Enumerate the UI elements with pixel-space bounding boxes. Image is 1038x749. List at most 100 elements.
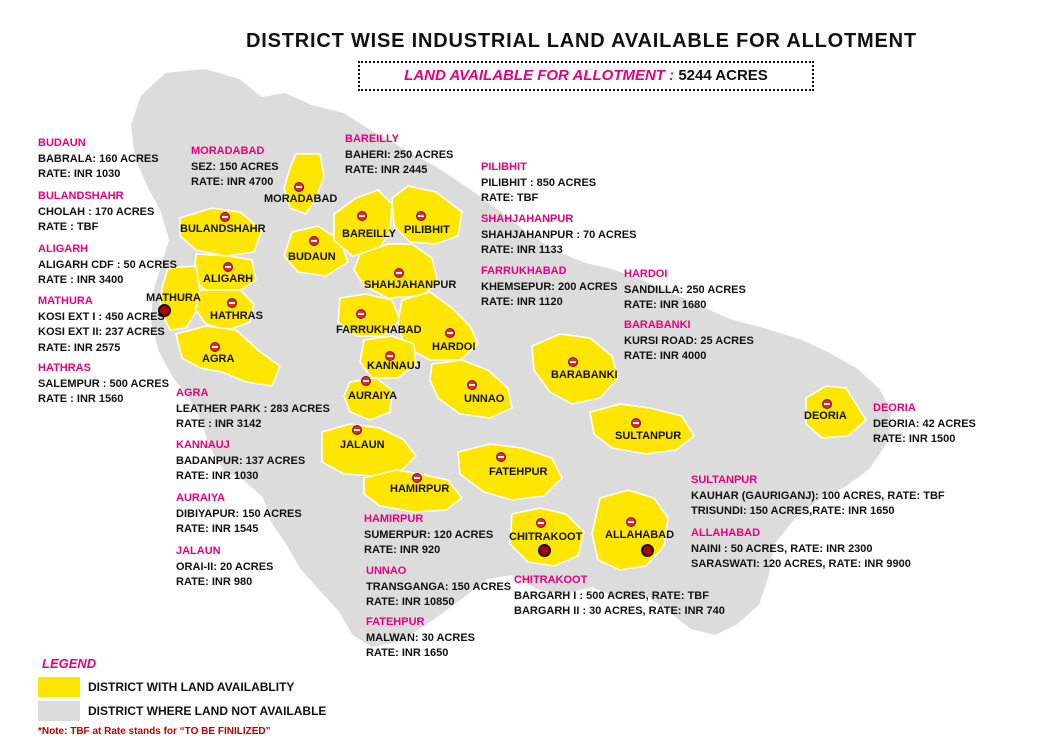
info-district-name: MATHURA	[38, 295, 93, 307]
info-line: DEORIA: 42 ACRES	[873, 417, 976, 430]
map-pin-hathras	[227, 298, 237, 308]
info-district-name: HATHRAS	[38, 362, 91, 374]
info-line: NAINI : 50 ACRES, RATE: INR 2300	[691, 542, 873, 555]
district-pilibhit	[391, 185, 463, 245]
info-line: KHEMSEPUR: 200 ACRES	[481, 280, 618, 293]
map-label-deoria: DEORIA	[804, 410, 847, 422]
info-barabanki: BARABANKI KURSI ROAD: 25 ACRES RATE: INR…	[624, 318, 754, 365]
info-allahabad: ALLAHABAD NAINI : 50 ACRES, RATE: INR 23…	[691, 526, 911, 573]
legend-swatch-yellow	[38, 677, 80, 697]
legend-title: LEGEND	[42, 656, 97, 671]
map-pin-shahjahanpur	[394, 268, 404, 278]
info-line: KOSI EXT I : 450 ACRES	[38, 310, 165, 323]
total-land-box: LAND AVAILABLE FOR ALLOTMENT : 5244 ACRE…	[358, 61, 814, 91]
info-line: BAHERI: 250 ACRES	[345, 148, 454, 161]
map-pin-chitrakoot	[536, 518, 546, 528]
map-label-unnao: UNNAO	[464, 393, 505, 405]
info-sultanpur: SULTANPUR KAUHAR (GAURIGANJ): 100 ACRES,…	[691, 473, 945, 520]
map-pin-deoria	[822, 399, 832, 409]
info-budaun: BUDAUN BABRALA: 160 ACRES RATE: INR 1030	[38, 136, 159, 183]
map-label-hamirpur: HAMIRPUR	[390, 483, 450, 495]
map-pin-moradabad	[294, 182, 304, 192]
info-hardoi: HARDOI SANDILLA: 250 ACRES RATE: INR 168…	[624, 267, 746, 314]
district-fatehpur	[457, 443, 563, 501]
info-district-name: BUDAUN	[38, 137, 86, 149]
info-bulandshahr: BULANDSHAHR CHOLAH : 170 ACRES RATE : TB…	[38, 189, 154, 236]
district-hamirpur	[363, 469, 464, 513]
info-district-name: BARABANKI	[624, 319, 691, 331]
legend-swatch-grey	[38, 701, 80, 721]
district-mathura	[159, 265, 201, 331]
total-land-label: LAND AVAILABLE FOR ALLOTMENT :	[404, 67, 675, 84]
map-label-mathura: MATHURA	[146, 292, 201, 304]
map-pin-sultanpur	[631, 418, 641, 428]
info-line: RATE: INR 1030	[38, 168, 121, 180]
map-pin-bulandshahr	[220, 212, 230, 222]
info-line: DIBIYAPUR: 150 ACRES	[176, 507, 302, 520]
info-line: RATE: INR 980	[176, 576, 253, 588]
info-line: RATE: INR 1030	[176, 470, 259, 482]
map-label-auraiya: AURAIYA	[348, 390, 398, 402]
map-label-fatehpur: FATEHPUR	[489, 466, 548, 478]
district-bulandshahr	[179, 207, 263, 257]
map-pin-auraiya	[361, 376, 371, 386]
map-label-moradabad: MORADABAD	[264, 193, 338, 205]
map-marker-mathura	[158, 304, 171, 317]
info-line: KAUHAR (GAURIGANJ): 100 ACRES, RATE: TBF	[691, 489, 945, 502]
info-line: RATE: INR 1545	[176, 523, 259, 535]
info-line: SANDILLA: 250 ACRES	[624, 283, 746, 296]
info-line: TRANSGANGA: 150 ACRES	[366, 580, 512, 593]
map-pin-budaun	[309, 236, 319, 246]
info-deoria: DEORIA DEORIA: 42 ACRES RATE: INR 1500	[873, 401, 976, 448]
info-farrukhabad: FARRUKHABAD KHEMSEPUR: 200 ACRES RATE: I…	[481, 264, 618, 311]
info-district-name: ALLAHABAD	[691, 527, 761, 539]
district-chitrakoot	[509, 507, 585, 567]
info-district-name: KANNAUJ	[176, 439, 230, 451]
info-line: RATE : INR 1560	[38, 393, 124, 405]
info-auraiya: AURAIYA DIBIYAPUR: 150 ACRES RATE: INR 1…	[176, 491, 302, 538]
info-line: RATE: INR 1500	[873, 433, 956, 445]
map-label-jalaun: JALAUN	[340, 439, 385, 451]
district-sultanpur	[589, 403, 695, 455]
info-chitrakoot: CHITRAKOOT BARGARH I : 500 ACRES, RATE: …	[514, 573, 725, 620]
map-marker-allahabad	[641, 544, 654, 557]
map-label-chitrakoot: CHITRAKOOT	[509, 531, 583, 543]
map-pin-bareilly	[357, 211, 367, 221]
map-label-budaun: BUDAUN	[288, 251, 336, 263]
map-pin-allahabad	[626, 517, 636, 527]
map-pin-aligarh	[223, 262, 233, 272]
info-line: RATE: INR 4700	[191, 176, 274, 188]
info-hamirpur: HAMIRPUR SUMERPUR: 120 ACRES RATE: INR 9…	[364, 512, 493, 559]
info-line: RATE: INR 1680	[624, 299, 707, 311]
info-district-name: HAMIRPUR	[364, 513, 424, 525]
map-label-bulandshahr: BULANDSHAHR	[180, 223, 266, 235]
info-district-name: SHAHJAHANPUR	[481, 213, 574, 225]
info-line: BADANPUR: 137 ACRES	[176, 454, 306, 467]
map-label-bareilly: BAREILLY	[342, 228, 396, 240]
map-pin-pilibhit	[416, 211, 426, 221]
district-auraiya	[343, 377, 393, 421]
info-line: RATE: INR 1650	[366, 647, 449, 659]
info-pilibhit: PILIBHIT PILIBHIT : 850 ACRES RATE: TBF	[481, 160, 596, 207]
info-district-name: UNNAO	[366, 565, 407, 577]
district-jalaun	[321, 423, 417, 477]
map-label-hathras: HATHRAS	[210, 310, 263, 322]
info-fatehpur: FATEHPUR MALWAN: 30 ACRES RATE: INR 1650	[366, 615, 475, 662]
info-line: KURSI ROAD: 25 ACRES	[624, 334, 754, 347]
info-district-name: PILIBHIT	[481, 161, 527, 173]
info-district-name: HARDOI	[624, 268, 668, 280]
district-moradabad	[283, 153, 325, 215]
district-hardoi	[397, 291, 479, 361]
district-deoria	[805, 385, 867, 439]
info-district-name: SULTANPUR	[691, 474, 758, 486]
info-line: ALIGARH CDF : 50 ACRES	[38, 258, 177, 271]
info-line: SHAHJAHANPUR : 70 ACRES	[481, 228, 637, 241]
info-line: SARASWATI: 120 ACRES, RATE: INR 9900	[691, 558, 911, 570]
info-line: SALEMPUR : 500 ACRES	[38, 377, 170, 390]
map-pin-jalaun	[352, 425, 362, 435]
info-mathura: MATHURA KOSI EXT I : 450 ACRES KOSI EXT …	[38, 294, 165, 356]
info-district-name: DEORIA	[873, 402, 916, 414]
map-pin-unnao	[467, 380, 477, 390]
info-district-name: ALIGARH	[38, 243, 89, 255]
info-line: BARGARH I : 500 ACRES, RATE: TBF	[514, 589, 709, 602]
